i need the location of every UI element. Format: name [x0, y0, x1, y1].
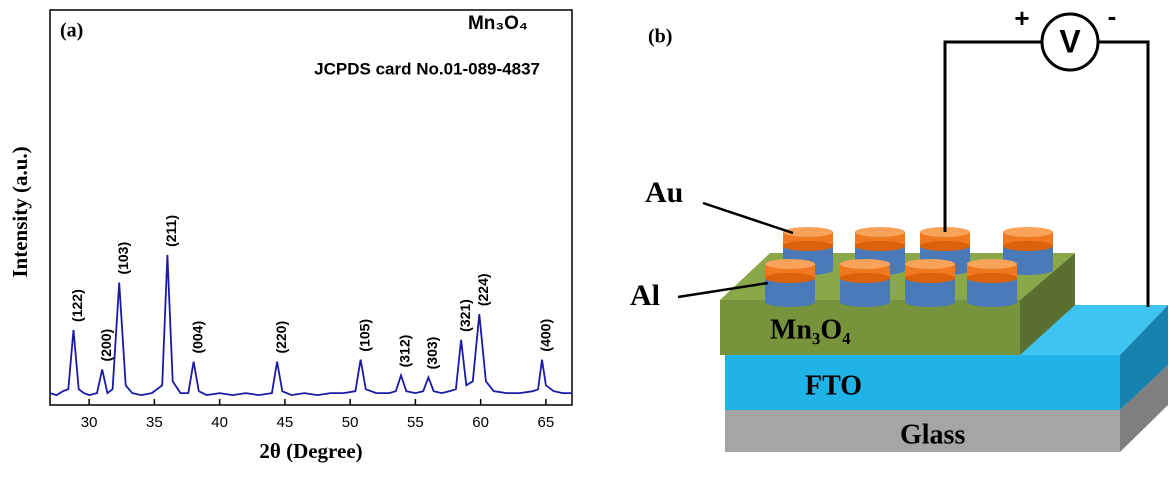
peak-label: (220) [273, 321, 289, 354]
minus-label: - [1108, 1, 1117, 31]
au-electrode [840, 259, 890, 269]
mn3o4-front [720, 300, 1020, 355]
fto-front [725, 355, 1120, 410]
x-tick-label: 65 [538, 414, 555, 431]
xrd-line [50, 255, 572, 395]
peak-label: (312) [397, 335, 413, 368]
peak-label: (303) [424, 337, 440, 370]
pointer [703, 203, 793, 233]
au-electrode [905, 259, 955, 269]
x-tick-label: 30 [81, 414, 98, 431]
au-electrode [765, 259, 815, 269]
peak-label: (103) [115, 242, 131, 275]
au-electrode [920, 241, 970, 251]
al-electrode [967, 297, 1017, 307]
y-axis-label: Intensity (a.u.) [8, 146, 32, 277]
device-diagram [678, 14, 1168, 452]
peak-label: (400) [538, 319, 554, 352]
layer-label: Mn₃O₄ [770, 314, 851, 345]
au-electrode [967, 273, 1017, 283]
peak-label: (224) [475, 273, 491, 306]
panel-label: (b) [648, 26, 672, 48]
plus-label: + [1014, 3, 1029, 33]
wire [945, 42, 1042, 232]
peak-label: (200) [98, 329, 114, 362]
peak-label: (211) [163, 215, 179, 247]
glass-label: Glass [900, 419, 965, 450]
au-electrode [855, 227, 905, 237]
compound-label: Mn₃O₄ [468, 13, 528, 34]
reference-label: JCPDS card No.01-089-4837 [314, 59, 540, 78]
x-tick-label: 55 [407, 414, 424, 431]
au-label: Au [645, 176, 683, 209]
fto-label: FTO [805, 370, 862, 401]
wire [1098, 42, 1148, 307]
al-electrode [840, 297, 890, 307]
x-tick-label: 45 [277, 414, 294, 431]
peak-label: (122) [69, 289, 85, 322]
peak-label: (105) [356, 319, 372, 352]
x-tick-label: 35 [146, 414, 163, 431]
peak-label: (004) [189, 321, 205, 354]
au-electrode [967, 259, 1017, 269]
au-electrode [783, 241, 833, 251]
au-electrode [1003, 241, 1053, 251]
x-tick-label: 60 [472, 414, 489, 431]
au-electrode [765, 273, 815, 283]
au-electrode [840, 273, 890, 283]
x-tick-label: 50 [342, 414, 359, 431]
al-electrode [765, 297, 815, 307]
au-electrode [855, 241, 905, 251]
x-tick-label: 40 [211, 414, 228, 431]
au-electrode [1003, 227, 1053, 237]
x-axis-label: 2θ (Degree) [259, 439, 362, 463]
figure: 30 35 40 45 50 55 60 65 (122) (200) (103) (211) (004… [0, 0, 1171, 472]
au-electrode [905, 273, 955, 283]
electrodes [765, 227, 1053, 307]
peak-label: (321) [457, 299, 473, 332]
meter-label: V [1059, 23, 1081, 59]
panel-label: (a) [60, 20, 83, 42]
al-electrode [905, 297, 955, 307]
al-label: Al [630, 279, 660, 312]
xrd-plot: 30 35 40 45 50 55 60 65 (122) (200) (103) (211) (004… [50, 215, 572, 431]
